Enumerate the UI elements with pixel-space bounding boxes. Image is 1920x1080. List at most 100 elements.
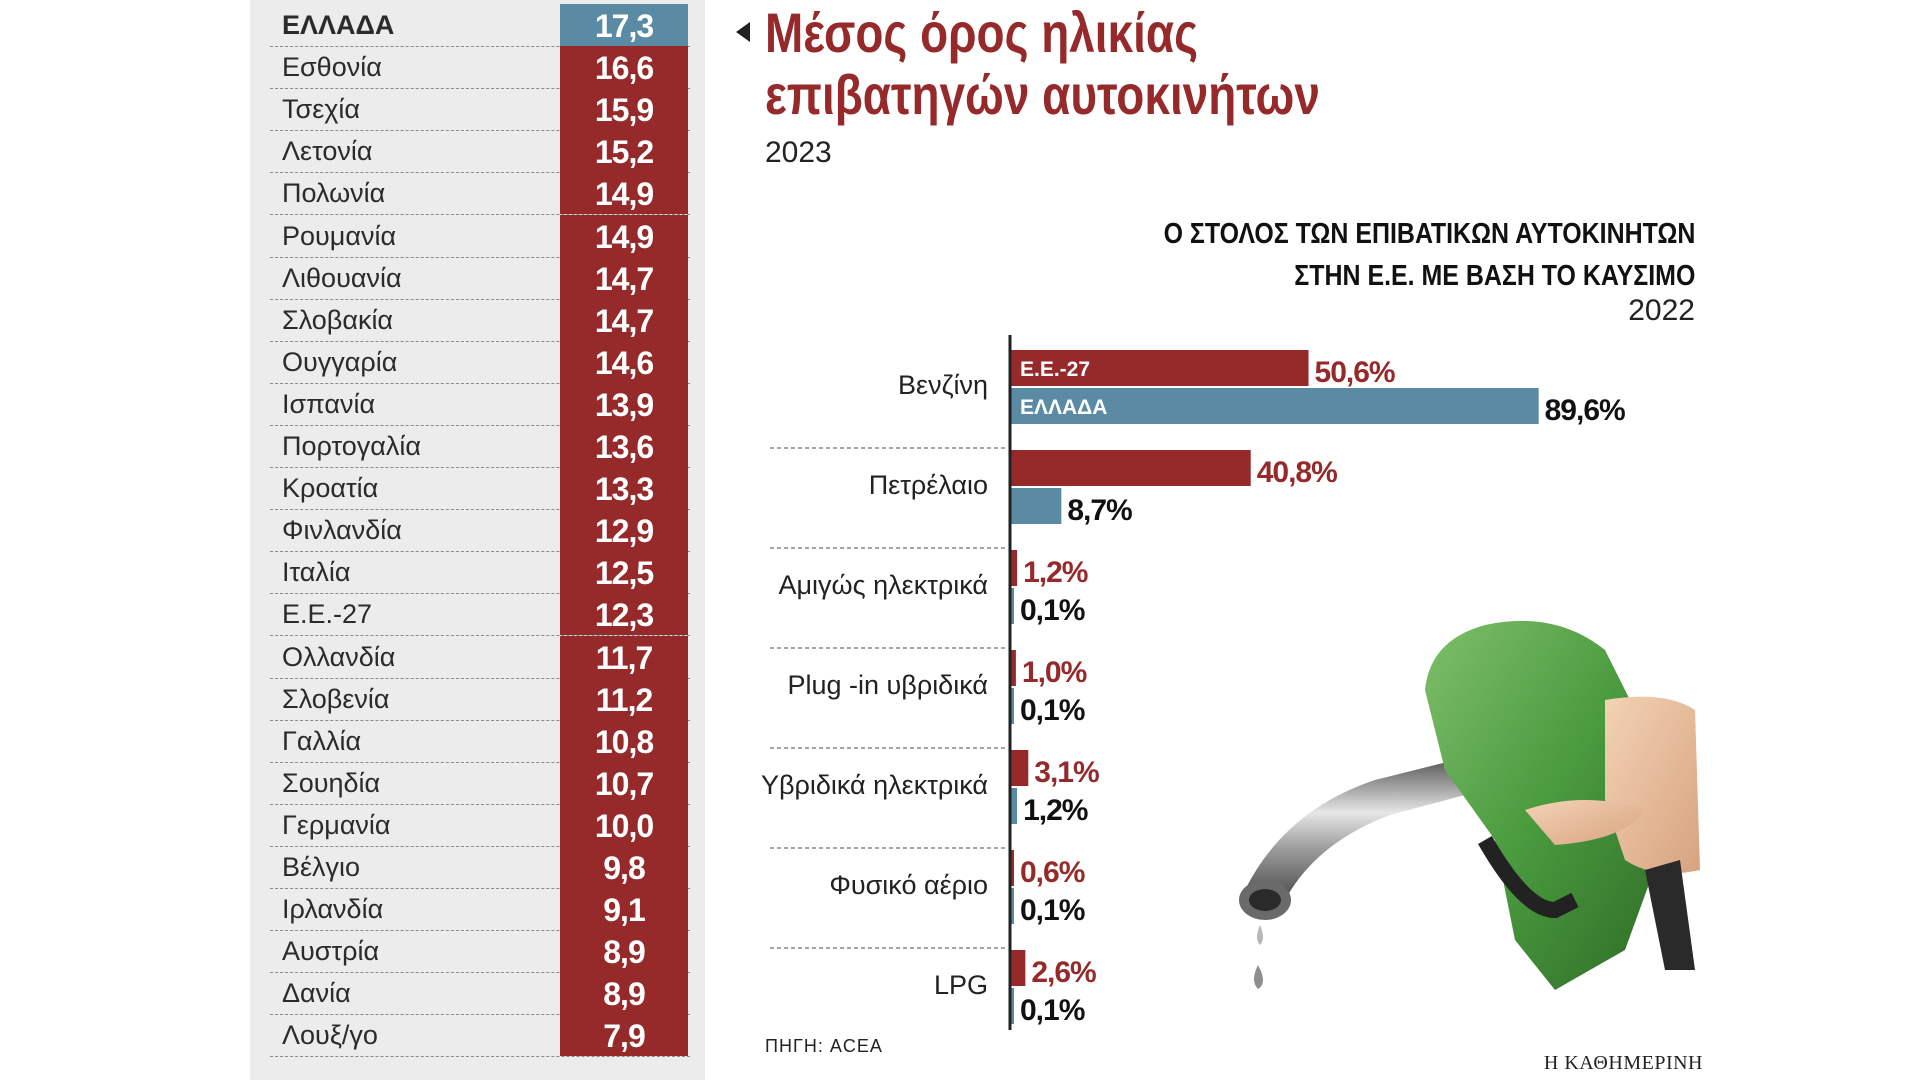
value-cell: 12,3 <box>560 593 688 636</box>
value-label: 16,6 <box>594 50 654 87</box>
country-label: Ολλανδία <box>282 641 396 672</box>
country-label: Δανία <box>282 978 351 1009</box>
table-row: Τσεχία 15,9 <box>270 88 690 132</box>
value-label: 17,3 <box>594 8 654 44</box>
value-label: 14,7 <box>594 260 654 297</box>
value-cell: 10,8 <box>560 719 688 762</box>
value-cell: 10,7 <box>560 761 688 804</box>
bar <box>1010 950 1026 986</box>
value-cell: 11,7 <box>560 635 688 678</box>
table-row: Ε.Ε.-27 12,3 <box>270 593 690 637</box>
table-row: Ολλανδία 11,7 <box>270 635 690 679</box>
table-row: Γαλλία 10,8 <box>270 719 690 763</box>
bar <box>1010 788 1018 824</box>
value-cell: 12,5 <box>560 551 688 594</box>
data-label: 0,1% <box>1020 694 1085 727</box>
country-label: Σουηδία <box>282 767 381 798</box>
country-label: Λιθουανία <box>282 262 402 293</box>
table-row: Φινλανδία 12,9 <box>270 509 690 553</box>
country-label: Σλοβενία <box>282 683 390 714</box>
country-label: Εσθονία <box>282 52 382 83</box>
value-label: 10,7 <box>594 765 654 802</box>
fleet-title: Ο ΣΤΟΛΟΣ ΤΩΝ ΕΠΙΒΑΤΙΚΩΝ ΑΥΤΟΚΙΝΗΤΩΝ ΣΤΗΝ… <box>1077 213 1695 297</box>
country-label: Ιρλανδία <box>282 894 384 925</box>
table-row: Λιθουανία 14,7 <box>270 256 690 300</box>
value-label: 10,8 <box>594 723 654 760</box>
table-row: Ουγγαρία 14,6 <box>270 340 690 384</box>
table-row: Εσθονία 16,6 <box>270 46 690 90</box>
title-line-1: Μέσος όρος ηλικίας <box>765 1 1199 64</box>
value-label: 12,9 <box>594 513 654 550</box>
fleet-year: 2022 <box>1628 294 1695 327</box>
age-table-panel: ΕΛΛΑΔΑ 17,3 Εσθονία 16,6 Τσεχία 15,9 Λετονία 15… <box>250 0 705 1080</box>
value-cell: 15,9 <box>560 88 688 131</box>
caret-left-icon <box>736 22 750 42</box>
table-row: Δανία 8,9 <box>270 972 690 1016</box>
table-row: Ιταλία 12,5 <box>270 551 690 595</box>
category-label: Βενζίνη <box>898 370 988 400</box>
country-label: Ιταλία <box>282 557 351 588</box>
country-label: Βέλγιο <box>282 852 361 882</box>
fleet-bar-chart: Βενζίνη 50,6% Ε.Ε.-27 89,6% ΕΛΛΑΔΑ Πετρέλαιο 4… <box>761 335 1626 1030</box>
bar <box>1010 988 1014 1024</box>
value-label: 9,1 <box>603 892 645 929</box>
category-label: Plug -in υβριδικά <box>787 670 988 700</box>
value-cell: 13,9 <box>560 382 688 425</box>
table-row: Ιρλανδία 9,1 <box>270 888 690 932</box>
value-label: 13,9 <box>594 386 654 423</box>
data-label: 0,1% <box>1020 994 1085 1027</box>
value-cell: 14,9 <box>560 214 688 257</box>
table-row: Λουξ/γο 7,9 <box>270 1014 690 1058</box>
value-label: 9,8 <box>603 850 645 886</box>
data-label: 0,1% <box>1020 594 1085 627</box>
value-label: 14,6 <box>594 344 654 381</box>
country-label: Ουγγαρία <box>282 346 398 377</box>
data-label: 2,6% <box>1031 956 1096 989</box>
fleet-title-line-1: Ο ΣΤΟΛΟΣ ΤΩΝ ΕΠΙΒΑΤΙΚΩΝ ΑΥΤΟΚΙΝΗΤΩΝ <box>1163 218 1695 250</box>
country-label: Αυστρία <box>282 936 380 967</box>
data-label: 0,6% <box>1020 856 1085 889</box>
bar <box>1010 388 1539 424</box>
data-label: 40,8% <box>1257 456 1337 489</box>
value-label: 15,9 <box>594 92 654 129</box>
table-row: Βέλγιο 9,8 <box>270 846 690 889</box>
table-row: Ρουμανία 14,9 <box>270 214 690 258</box>
data-label: 1,2% <box>1023 794 1088 827</box>
legend-label: ΕΛΛΑΔΑ <box>1020 396 1107 419</box>
table-row: Ισπανία 13,9 <box>270 382 690 426</box>
value-cell: 14,6 <box>560 340 688 383</box>
value-cell: 8,9 <box>560 972 688 1015</box>
country-label: Πολωνία <box>282 178 386 209</box>
bar <box>1010 650 1016 686</box>
value-cell: 14,7 <box>560 298 688 341</box>
value-label: 14,9 <box>594 176 654 213</box>
country-label: Πορτογαλία <box>282 431 422 461</box>
value-cell: 9,8 <box>560 846 688 888</box>
country-label: Ε.Ε.-27 <box>282 599 373 630</box>
value-label: 11,7 <box>595 639 654 676</box>
data-label: 89,6% <box>1545 394 1625 427</box>
table-row: Πολωνία 14,9 <box>270 172 690 216</box>
data-label: 1,0% <box>1022 656 1087 689</box>
table-row: Λετονία 15,2 <box>270 130 690 174</box>
table-row: Σλοβακία 14,7 <box>270 298 690 342</box>
legend-label: Ε.Ε.-27 <box>1020 358 1090 381</box>
country-label: Τσεχία <box>282 94 361 125</box>
bar <box>1010 750 1029 786</box>
category-label: Πετρέλαιο <box>869 470 988 500</box>
data-label: 3,1% <box>1034 756 1099 789</box>
value-cell: 15,2 <box>560 130 688 173</box>
value-cell: 13,3 <box>560 467 688 510</box>
brand-logo: Η ΚΑΘΗΜΕΡΙΝΗ <box>1543 1052 1703 1074</box>
bar <box>1010 350 1309 386</box>
category-label: Αμιγώς ηλεκτρικά <box>778 570 988 600</box>
value-label: 8,9 <box>603 934 645 971</box>
value-label: 15,2 <box>594 134 654 171</box>
value-label: 13,3 <box>594 471 654 508</box>
table-row: Κροατία 13,3 <box>270 467 690 511</box>
table-row: ΕΛΛΑΔΑ 17,3 <box>270 4 690 47</box>
country-label: Γερμανία <box>282 809 391 840</box>
country-label: Σλοβακία <box>282 304 394 335</box>
data-label: 1,2% <box>1023 556 1088 589</box>
table-row: Αυστρία 8,9 <box>270 930 690 974</box>
